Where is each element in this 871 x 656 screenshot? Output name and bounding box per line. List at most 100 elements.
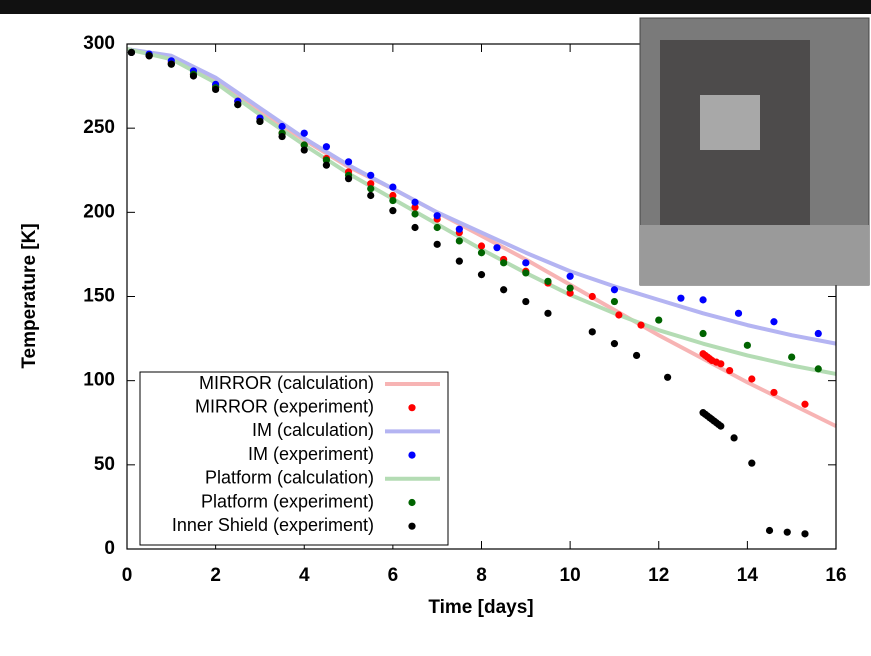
data-point xyxy=(389,196,397,205)
data-point xyxy=(801,400,809,408)
data-point xyxy=(748,375,756,383)
data-point xyxy=(300,141,308,149)
data-point xyxy=(455,257,463,265)
data-point xyxy=(212,85,220,94)
photo-inset-detail xyxy=(700,95,760,150)
top-band xyxy=(0,0,871,14)
data-point xyxy=(411,210,419,218)
data-point xyxy=(367,180,375,188)
data-point xyxy=(699,329,707,338)
calc-line xyxy=(126,47,837,428)
data-point xyxy=(588,328,596,336)
y-tick-label: 0 xyxy=(104,538,115,559)
x-tick-label: 8 xyxy=(476,565,487,586)
y-tick-label: 250 xyxy=(83,117,115,138)
data-point xyxy=(610,340,619,348)
y-tick-label: 50 xyxy=(94,454,115,475)
data-point xyxy=(770,388,778,397)
data-point xyxy=(783,528,791,536)
data-point xyxy=(322,161,331,169)
legend-swatch xyxy=(408,498,416,507)
data-point xyxy=(189,72,198,80)
data-point xyxy=(500,259,508,267)
data-point xyxy=(367,185,375,193)
x-tick-label: 14 xyxy=(737,565,759,586)
data-point xyxy=(788,353,796,361)
data-point xyxy=(167,60,175,68)
x-tick-label: 16 xyxy=(825,565,846,586)
data-point xyxy=(344,175,353,183)
data-point xyxy=(344,158,353,166)
data-point xyxy=(677,294,685,302)
y-tick-label: 200 xyxy=(83,201,115,222)
data-point xyxy=(127,48,136,57)
plot-frame xyxy=(126,43,837,550)
data-point xyxy=(544,277,552,285)
legend-box xyxy=(139,371,449,546)
x-tick-label: 10 xyxy=(560,565,581,586)
data-point xyxy=(566,272,574,280)
legend-label: IM (calculation) xyxy=(252,420,374,440)
data-point xyxy=(717,422,725,430)
data-point xyxy=(256,117,264,126)
data-point xyxy=(566,284,574,292)
x-tick-label: 0 xyxy=(122,565,133,586)
data-point xyxy=(493,244,501,252)
data-point xyxy=(500,286,508,294)
data-point xyxy=(770,318,778,326)
data-point xyxy=(300,146,308,154)
data-point xyxy=(433,240,441,248)
legend-swatch xyxy=(408,522,416,530)
data-point xyxy=(730,434,738,442)
data-point xyxy=(610,286,619,294)
data-point xyxy=(743,341,751,349)
y-axis-label: Temperature [K] xyxy=(19,223,40,368)
data-point xyxy=(522,297,530,306)
data-point xyxy=(433,223,441,232)
x-tick-label: 12 xyxy=(648,565,669,586)
data-point xyxy=(765,526,774,535)
data-point xyxy=(801,530,809,538)
data-point xyxy=(566,289,574,297)
data-point xyxy=(655,316,663,324)
data-point xyxy=(610,297,619,306)
legend-label: Inner Shield (experiment) xyxy=(172,515,374,535)
data-point xyxy=(145,52,153,60)
data-point xyxy=(748,459,756,467)
data-point xyxy=(411,223,419,232)
data-point xyxy=(455,225,463,233)
y-tick-label: 300 xyxy=(83,33,115,54)
data-point xyxy=(734,309,743,317)
y-tick-label: 100 xyxy=(83,370,115,391)
legend-label: MIRROR (experiment) xyxy=(195,396,374,416)
data-point xyxy=(717,360,725,368)
data-point xyxy=(389,207,397,215)
legend-swatch xyxy=(408,451,416,459)
data-point xyxy=(588,292,596,301)
data-point xyxy=(477,271,486,279)
data-point xyxy=(300,129,308,137)
data-point xyxy=(234,101,242,109)
data-point xyxy=(367,191,375,200)
data-point xyxy=(433,212,441,220)
calc-line xyxy=(126,47,837,346)
x-axis-label: Time [days] xyxy=(428,597,533,618)
data-point xyxy=(477,242,486,250)
legend-label: IM (experiment) xyxy=(248,444,374,464)
data-point xyxy=(477,249,486,257)
data-point xyxy=(522,269,530,277)
data-point xyxy=(278,122,286,131)
legend-label: Platform (experiment) xyxy=(201,491,374,511)
photo-inset-detail xyxy=(640,225,869,285)
data-point xyxy=(814,329,822,338)
data-point xyxy=(632,351,641,360)
data-point xyxy=(726,366,734,375)
data-point xyxy=(455,237,463,245)
data-point xyxy=(322,156,331,164)
legend-label: MIRROR (calculation) xyxy=(199,373,374,393)
data-point xyxy=(637,321,645,329)
data-point xyxy=(411,203,419,211)
x-tick-label: 4 xyxy=(299,565,310,586)
data-point xyxy=(389,191,397,200)
